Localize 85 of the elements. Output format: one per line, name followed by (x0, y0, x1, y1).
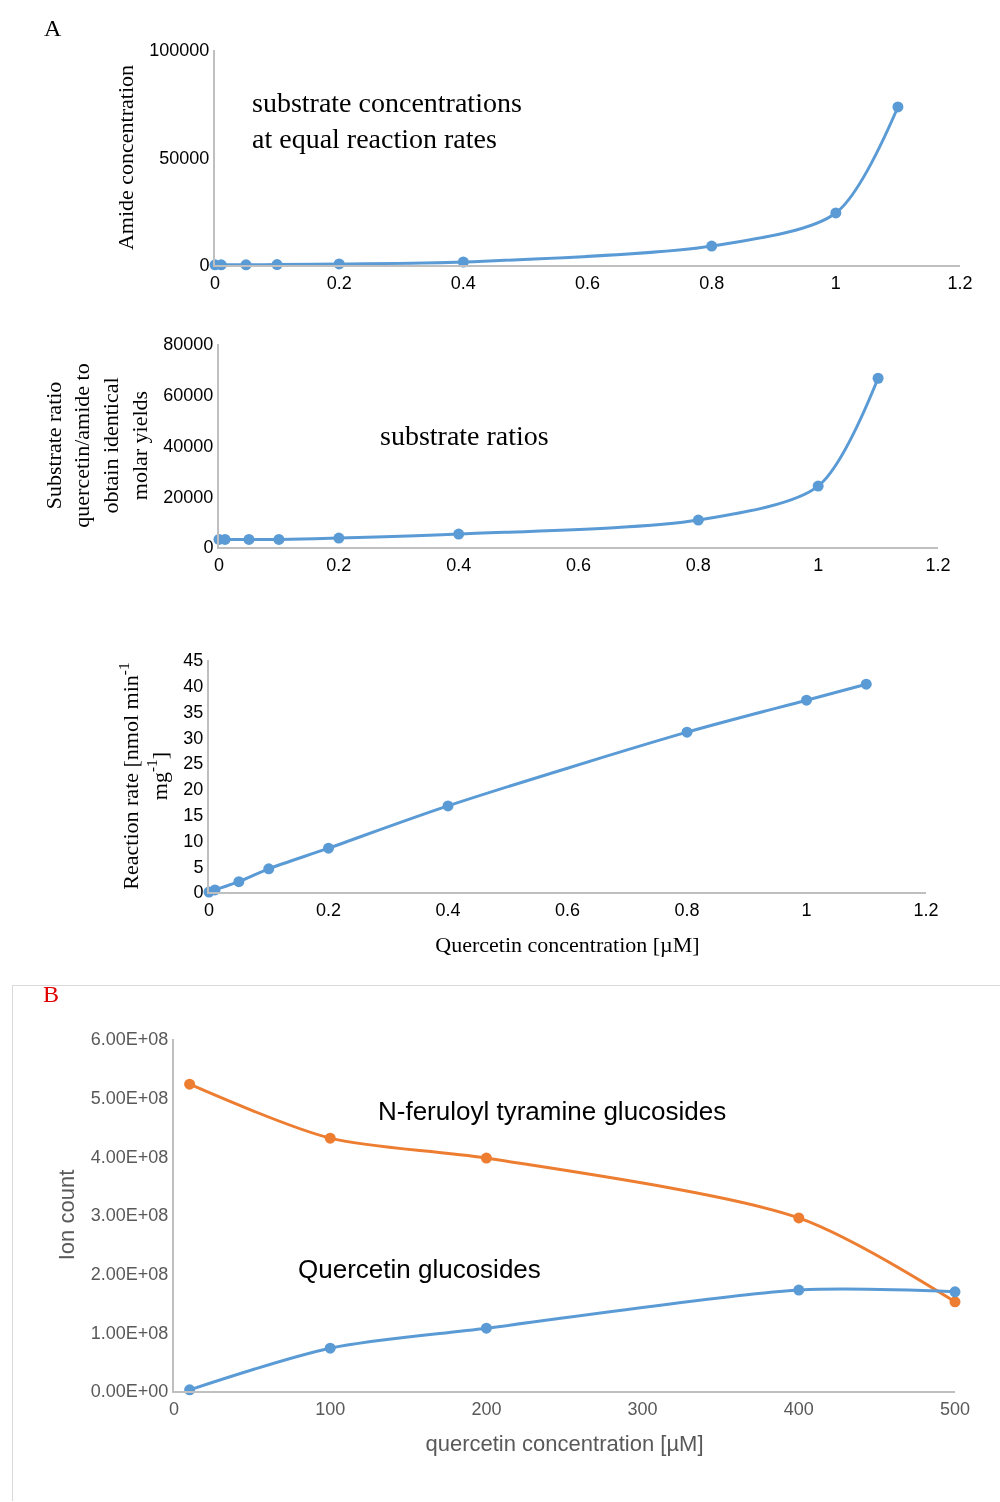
y-tick-label: 100000 (149, 40, 210, 61)
point (184, 1078, 196, 1090)
point (263, 863, 275, 875)
x-tick-label: 0.6 (565, 554, 592, 575)
x-tick-label: 1 (813, 554, 824, 575)
text: B (43, 981, 60, 1007)
x-tick-label: 0.6 (574, 272, 601, 293)
point (480, 1152, 492, 1164)
x-tick-label: 500 (939, 1398, 971, 1419)
y-tick-label: 50000 (159, 147, 210, 168)
y-tick-label: 3.00E+08 (90, 1205, 169, 1226)
y-tick-label: 0 (193, 882, 204, 903)
x-tick-label: 0.2 (326, 272, 352, 293)
point (830, 207, 842, 219)
y-axis-title: Ion count (54, 1169, 80, 1261)
y-tick-label: 20 (183, 779, 204, 800)
point (812, 480, 824, 492)
y-tick-label: 0.00E+00 (90, 1381, 169, 1402)
point (233, 876, 245, 888)
x-tick-label: 0.8 (674, 899, 700, 920)
x-tick-label: 0.8 (699, 272, 725, 293)
point (453, 528, 465, 540)
y-tick-label: 0 (203, 537, 214, 558)
y-tick-label: 10 (183, 830, 204, 851)
x-tick-label: 200 (471, 1398, 502, 1419)
x-tick-label: 1.2 (925, 554, 951, 575)
x-axis-title: Quercetin concentration [µM] (435, 932, 700, 957)
y-tick-label: 2.00E+08 (90, 1263, 169, 1284)
point (324, 1342, 336, 1354)
point (681, 726, 693, 738)
point (323, 842, 334, 854)
x-tick-label: 300 (627, 1398, 658, 1419)
x-tick-label: 100 (315, 1398, 346, 1419)
y-tick-label: 5 (193, 856, 204, 877)
point (480, 1322, 492, 1334)
annotation: substrate concentrations at equal reaction rates (252, 87, 522, 155)
x-tick-label: 0.2 (326, 554, 352, 575)
y-tick-label: 40 (183, 676, 204, 697)
y-tick-label: 40000 (163, 435, 214, 456)
y-tick-label: 4.00E+08 (90, 1146, 169, 1167)
y-tick-label: 1.00E+08 (90, 1322, 169, 1343)
x-tick-label: 1.2 (947, 272, 973, 293)
point (949, 1296, 961, 1308)
x-tick-label: 0.4 (435, 899, 461, 920)
y-tick-label: 20000 (163, 486, 214, 507)
y-tick-label: 0 (199, 255, 210, 276)
y-tick-label: 5.00E+08 (90, 1087, 169, 1108)
x-tick-label: 1.2 (913, 899, 939, 920)
point (793, 1284, 805, 1296)
point (872, 372, 884, 384)
x-tick-label: 1 (801, 899, 812, 920)
x-tick-label: 0.4 (450, 272, 476, 293)
series-label: Quercetin glucosides (298, 1254, 541, 1284)
x-tick-label: 1 (830, 272, 841, 293)
y-tick-label: 15 (183, 804, 204, 825)
x-tick-label: 0.2 (315, 899, 342, 920)
x-tick-label: 0.4 (446, 554, 472, 575)
point (442, 800, 454, 812)
y-tick-label: 25 (183, 753, 204, 774)
x-tick-label: 400 (783, 1398, 814, 1419)
y-tick-label: 35 (183, 701, 204, 722)
point (860, 678, 872, 690)
x-axis-title: quercetin concentration [µM] (425, 1431, 704, 1456)
point (324, 1132, 336, 1144)
y-tick-label: 60000 (163, 385, 214, 406)
point (793, 1212, 805, 1224)
text: A (44, 15, 62, 41)
annotation: substrate ratios (380, 420, 549, 451)
y-tick-label: 6.00E+08 (90, 1029, 169, 1050)
point (243, 533, 255, 545)
x-tick-label: 0.8 (685, 554, 711, 575)
y-axis-title: Amide concentration (112, 64, 138, 251)
point (692, 514, 704, 526)
y-tick-label: 30 (183, 727, 204, 748)
y-axis-title: Substrate ratio quercetin/amide to obtain identical molar yields (40, 363, 152, 528)
x-tick-label: 0.6 (554, 899, 581, 920)
series-label: N-feruloyl tyramine glucosides (378, 1096, 727, 1126)
point (333, 532, 345, 544)
point (273, 533, 285, 545)
point (892, 101, 904, 113)
y-tick-label: 80000 (163, 334, 214, 355)
y-tick-label: 45 (183, 650, 204, 671)
point (801, 694, 812, 706)
point (949, 1286, 961, 1298)
point (706, 240, 718, 252)
